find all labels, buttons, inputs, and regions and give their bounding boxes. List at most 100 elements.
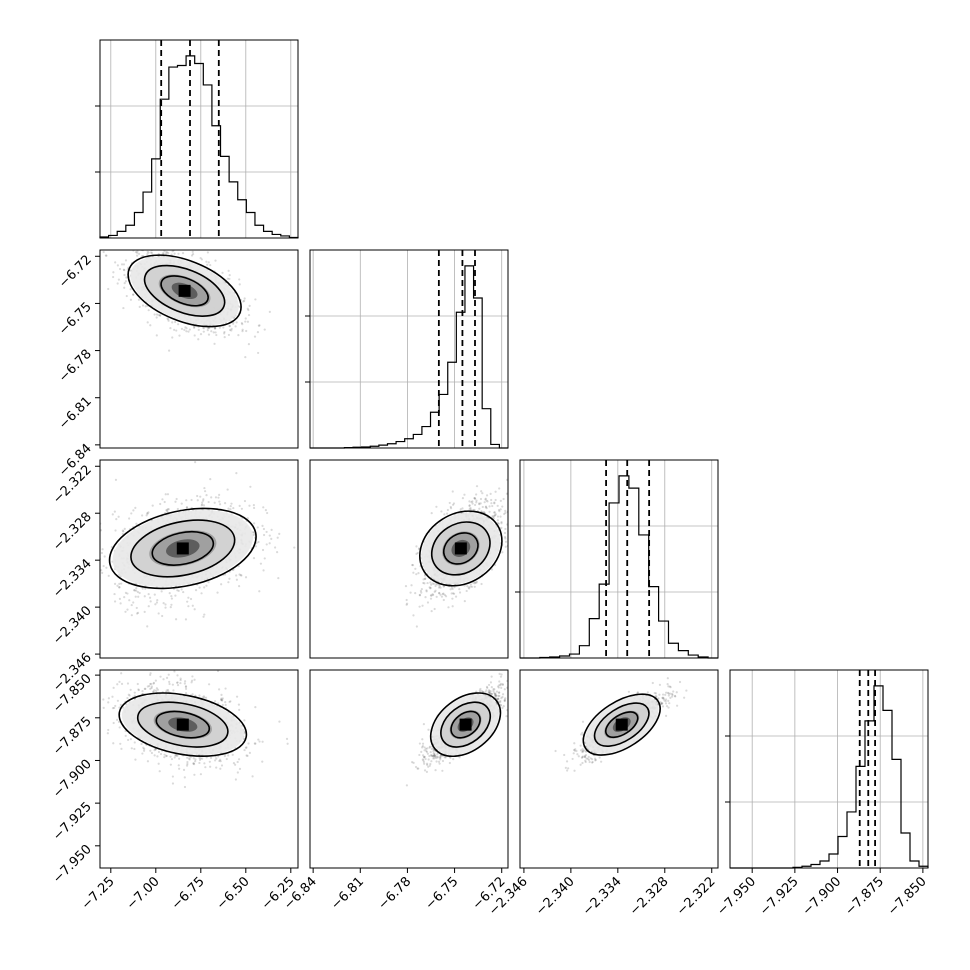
histogram-panel-4 xyxy=(725,670,929,869)
sample-point xyxy=(227,754,230,757)
sample-point xyxy=(428,586,431,589)
sample-point xyxy=(494,513,497,516)
sample-point xyxy=(474,581,477,584)
sample-point xyxy=(221,697,224,700)
sample-point xyxy=(497,522,500,525)
sample-point xyxy=(186,756,189,759)
sample-point xyxy=(220,698,223,701)
sample-point xyxy=(496,519,499,522)
sample-point xyxy=(510,520,512,522)
sample-point xyxy=(156,598,159,602)
sample-point xyxy=(412,571,415,574)
sample-point xyxy=(468,587,471,590)
sample-point xyxy=(208,326,211,330)
sample-point xyxy=(132,293,135,296)
sample-point xyxy=(201,501,204,504)
sample-point xyxy=(238,283,241,286)
sample-point xyxy=(486,500,489,503)
sample-point xyxy=(225,757,228,761)
sample-point xyxy=(227,269,230,272)
sample-point xyxy=(185,499,188,502)
sample-point xyxy=(116,282,119,285)
density-peak xyxy=(178,284,191,297)
sample-point xyxy=(431,593,434,596)
sample-point xyxy=(286,742,289,745)
sample-point xyxy=(150,682,153,686)
sample-point xyxy=(121,529,124,532)
sample-point xyxy=(174,618,178,621)
sample-point xyxy=(129,245,131,247)
sample-point xyxy=(243,299,246,302)
sample-point xyxy=(137,245,139,247)
sample-point xyxy=(268,542,271,545)
sample-point xyxy=(192,762,195,765)
sample-point xyxy=(180,588,183,591)
histogram-panel-2 xyxy=(305,250,508,449)
sample-point xyxy=(70,607,72,609)
sample-point xyxy=(440,595,444,598)
sample-point xyxy=(490,502,493,505)
sample-point xyxy=(439,586,442,589)
sample-point xyxy=(504,540,508,543)
sample-point xyxy=(128,599,131,602)
sample-point xyxy=(429,587,432,590)
sample-point xyxy=(112,742,115,745)
scatter-panel-2-3 xyxy=(404,478,512,628)
contour-line xyxy=(160,275,209,307)
sample-point xyxy=(234,763,237,766)
sample-point xyxy=(132,601,135,604)
sample-point xyxy=(184,687,188,690)
sample-point xyxy=(500,521,503,524)
sample-point xyxy=(205,260,208,263)
sample-point xyxy=(419,589,422,593)
sample-point xyxy=(127,243,129,245)
sample-point xyxy=(129,298,133,301)
sample-point xyxy=(485,506,488,510)
sample-point xyxy=(146,512,149,515)
sample-point xyxy=(174,500,177,503)
sample-point xyxy=(120,263,124,266)
sample-point xyxy=(118,585,121,589)
sample-point xyxy=(178,334,181,337)
sample-point xyxy=(185,327,188,330)
sample-point xyxy=(123,596,126,599)
sample-point xyxy=(134,250,138,254)
sample-point xyxy=(96,602,98,604)
sample-point xyxy=(145,514,148,517)
sample-point xyxy=(123,527,126,530)
sample-point xyxy=(185,330,188,333)
sample-point xyxy=(174,320,177,324)
sample-point xyxy=(488,510,491,513)
sample-point xyxy=(166,493,170,496)
sample-point xyxy=(247,313,251,317)
sample-point xyxy=(136,612,139,615)
sample-point xyxy=(155,601,159,604)
sample-point xyxy=(228,324,231,327)
sample-point xyxy=(152,241,154,243)
sample-point xyxy=(484,497,487,500)
sample-point xyxy=(497,508,501,512)
sample-point xyxy=(118,597,122,600)
sample-point xyxy=(124,591,128,595)
contour-line xyxy=(418,510,503,587)
sample-point xyxy=(202,499,205,502)
sample-point xyxy=(414,567,417,570)
sample-point xyxy=(133,741,136,744)
sample-point xyxy=(159,314,162,317)
sample-point xyxy=(248,751,252,754)
sample-point xyxy=(238,767,242,770)
sample-point xyxy=(178,757,181,760)
sample-point xyxy=(502,497,505,501)
sample-point xyxy=(238,305,241,309)
sample-point xyxy=(246,307,249,310)
sample-point xyxy=(433,590,436,593)
sample-point xyxy=(153,689,156,692)
sample-point xyxy=(466,584,469,588)
sample-point xyxy=(105,254,108,257)
sample-point xyxy=(107,242,109,244)
sample-point xyxy=(197,338,200,341)
sample-point xyxy=(411,564,415,567)
sample-point xyxy=(125,294,128,298)
sample-point xyxy=(404,585,408,588)
sample-point xyxy=(239,573,242,577)
